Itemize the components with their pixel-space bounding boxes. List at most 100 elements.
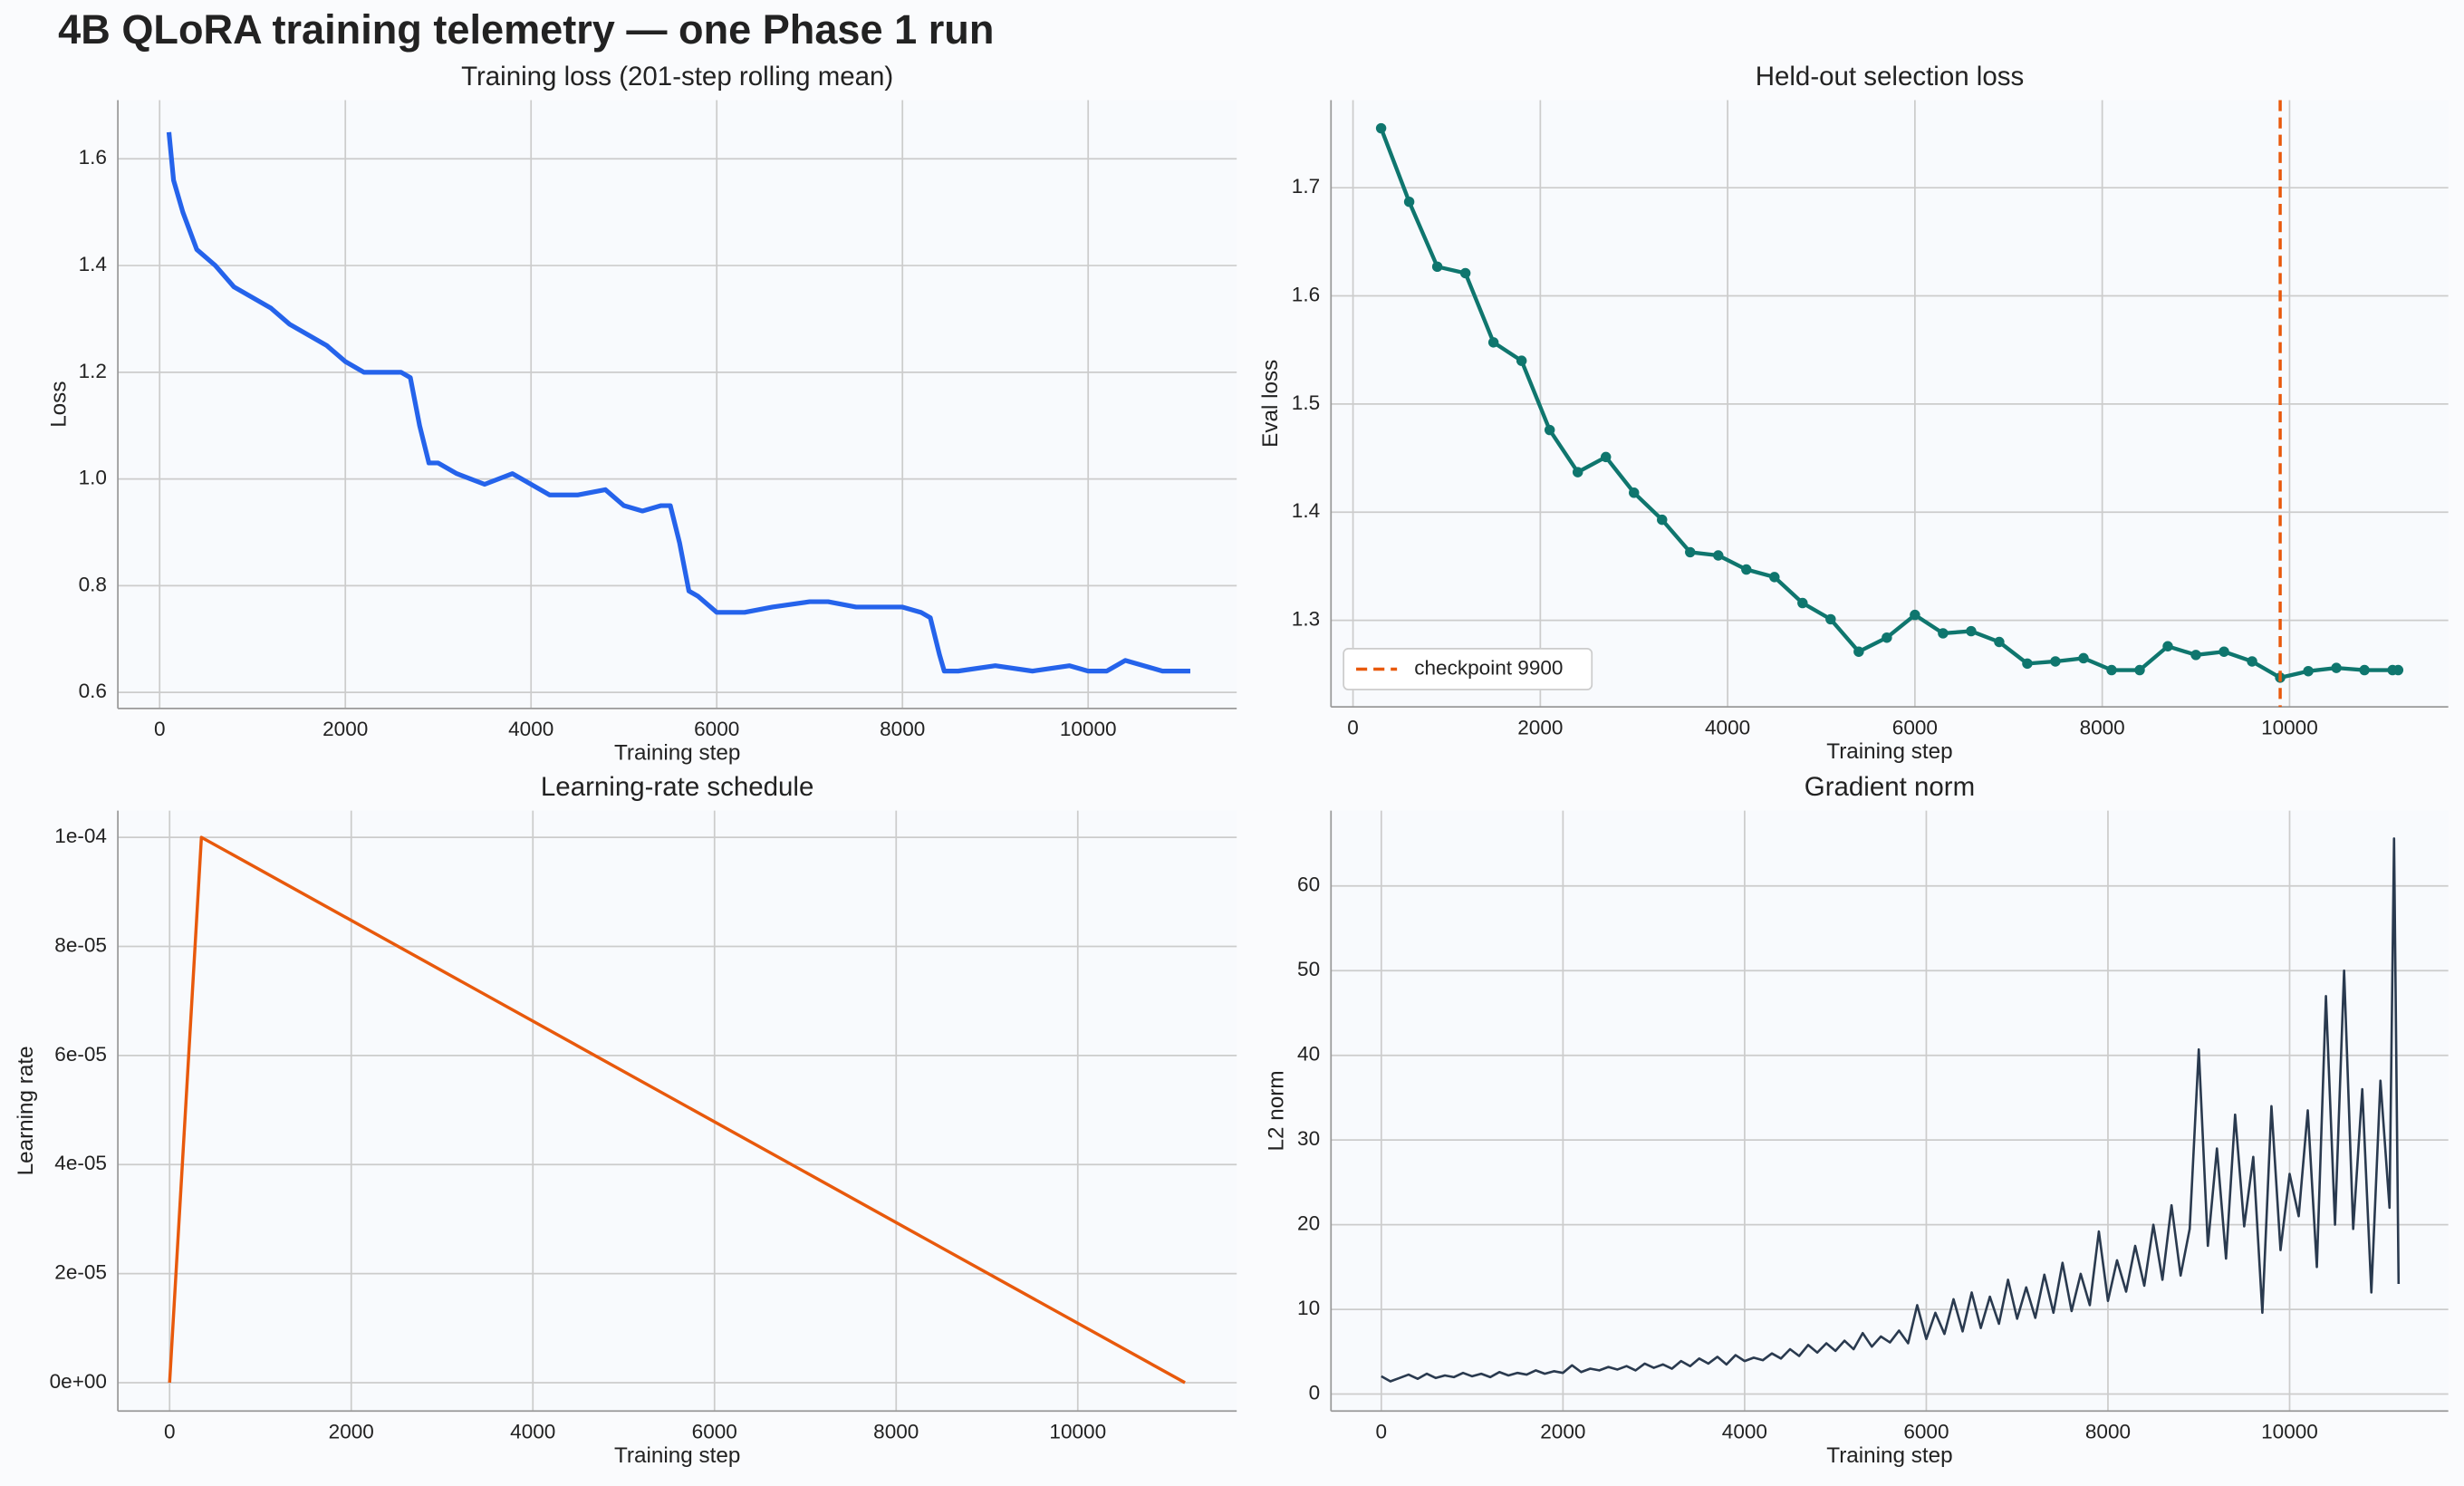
point: [1825, 613, 1836, 625]
x-tick-label: 6000: [1892, 716, 1938, 738]
plot-area: [118, 810, 1237, 1412]
x-tick-label: 0: [164, 1420, 176, 1443]
y-tick-label: 50: [1297, 958, 1320, 980]
y-tick-label: 10: [1297, 1297, 1320, 1319]
y-tick-label: 1.4: [1292, 499, 1320, 522]
y-tick-label: 0.8: [79, 573, 107, 595]
y-tick-label: 1.6: [1292, 283, 1320, 305]
point: [1629, 487, 1640, 498]
x-tick-label: 8000: [2085, 1420, 2131, 1443]
x-tick-label: 8000: [2080, 716, 2125, 738]
x-tick-label: 6000: [1903, 1420, 1949, 1443]
y-tick-label: 8e-05: [54, 933, 107, 956]
x-tick-label: 4000: [1722, 1420, 1767, 1443]
x-tick-label: 10000: [2261, 1420, 2318, 1443]
subplot: 1.3 1.4 1.5 1.6 1.7 0 2000 4000 6000 8000 10000 Hel…: [1258, 62, 2449, 764]
x-tick-label: 8000: [880, 718, 925, 740]
x-axis-label: Training step: [1826, 739, 1952, 764]
point: [2331, 662, 2342, 673]
point: [1910, 609, 1920, 621]
point: [1375, 122, 1387, 134]
point: [1797, 597, 1808, 609]
point: [2219, 646, 2229, 657]
x-tick-label: 10000: [1060, 718, 1117, 740]
point: [1459, 267, 1471, 279]
y-tick-label: 60: [1297, 873, 1320, 896]
y-tick-label: 1e-04: [54, 825, 107, 847]
x-tick-label: 0: [154, 718, 166, 740]
subplot-title: Held-out selection loss: [1756, 62, 2024, 92]
y-tick-label: 4e-05: [54, 1152, 107, 1174]
y-tick-label: 6e-05: [54, 1043, 107, 1066]
x-tick-label: 6000: [692, 1420, 737, 1443]
figure-title: 4B QLoRA training telemetry — one Phase …: [58, 6, 994, 53]
y-tick-label: 1.0: [79, 467, 107, 489]
y-axis-label: Eval loss: [1258, 360, 1283, 448]
point: [2162, 641, 2173, 651]
x-tick-label: 2000: [1540, 1420, 1585, 1443]
x-tick-label: 10000: [2261, 716, 2318, 738]
subplot: 0e+00 2e-05 4e-05 6e-05 8e-05 1e-04 0 2000 4000 6…: [14, 772, 1237, 1468]
series-line: [168, 835, 1186, 1385]
y-tick-label: 20: [1297, 1212, 1320, 1235]
subplot-title: Learning-rate schedule: [541, 772, 813, 802]
x-tick-label: 2000: [329, 1420, 374, 1443]
x-tick-label: 0: [1347, 716, 1359, 738]
point: [1657, 514, 1668, 526]
subplot-title: Training loss (201-step rolling mean): [461, 62, 893, 92]
x-tick-label: 4000: [1705, 716, 1750, 738]
point: [1769, 572, 1780, 583]
x-tick-label: 4000: [508, 718, 553, 740]
point: [2247, 656, 2257, 667]
point: [2303, 665, 2314, 677]
point: [1685, 546, 1696, 558]
subplot-title: Gradient norm: [1805, 772, 1975, 802]
point: [2106, 664, 2117, 676]
subplot: 0 10 20 30 40 50 60 0 2000 4000 6000 8000 10000 Gradi…: [1265, 772, 2449, 1468]
x-tick-label: 0: [1376, 1420, 1388, 1443]
y-tick-label: 1.7: [1292, 175, 1320, 198]
y-axis-label: L2 norm: [1265, 1070, 1289, 1151]
point: [2078, 652, 2089, 664]
y-tick-label: 0.6: [79, 680, 107, 702]
point: [1544, 424, 1555, 436]
x-axis-label: Training step: [614, 741, 740, 766]
x-tick-label: 10000: [1049, 1420, 1106, 1443]
point: [1572, 467, 1583, 478]
point: [1431, 261, 1443, 273]
point: [1966, 625, 1977, 637]
point: [1741, 564, 1752, 575]
legend-box: [1343, 648, 1593, 690]
series-line: [1381, 837, 2401, 1383]
point: [1994, 636, 2005, 648]
y-tick-label: 30: [1297, 1127, 1320, 1150]
point: [2050, 656, 2061, 667]
point: [1938, 628, 1949, 639]
point: [1487, 337, 1499, 348]
plot-area: [118, 100, 1237, 709]
y-tick-label: 2e-05: [54, 1261, 107, 1284]
point: [1853, 646, 1864, 657]
y-tick-label: 1.2: [79, 360, 107, 382]
point: [1516, 355, 1527, 366]
x-tick-label: 4000: [510, 1420, 555, 1443]
y-tick-label: 0: [1309, 1382, 1321, 1404]
x-tick-label: 8000: [873, 1420, 919, 1443]
y-tick-label: 1.4: [79, 253, 107, 275]
point: [2359, 664, 2370, 676]
point: [2190, 650, 2201, 661]
point: [1882, 632, 1892, 643]
point: [1403, 196, 1415, 207]
y-axis-label: Learning rate: [14, 1046, 38, 1175]
x-tick-label: 2000: [1517, 716, 1563, 738]
plot-area: [1331, 810, 2449, 1412]
y-tick-label: 1.3: [1292, 608, 1320, 631]
point: [1713, 550, 1724, 561]
x-tick-label: 6000: [694, 718, 739, 740]
legend-label: checkpoint 9900: [1414, 656, 1563, 679]
legend: checkpoint 9900: [1343, 648, 1593, 690]
x-axis-label: Training step: [614, 1443, 740, 1468]
point: [1600, 451, 1612, 463]
